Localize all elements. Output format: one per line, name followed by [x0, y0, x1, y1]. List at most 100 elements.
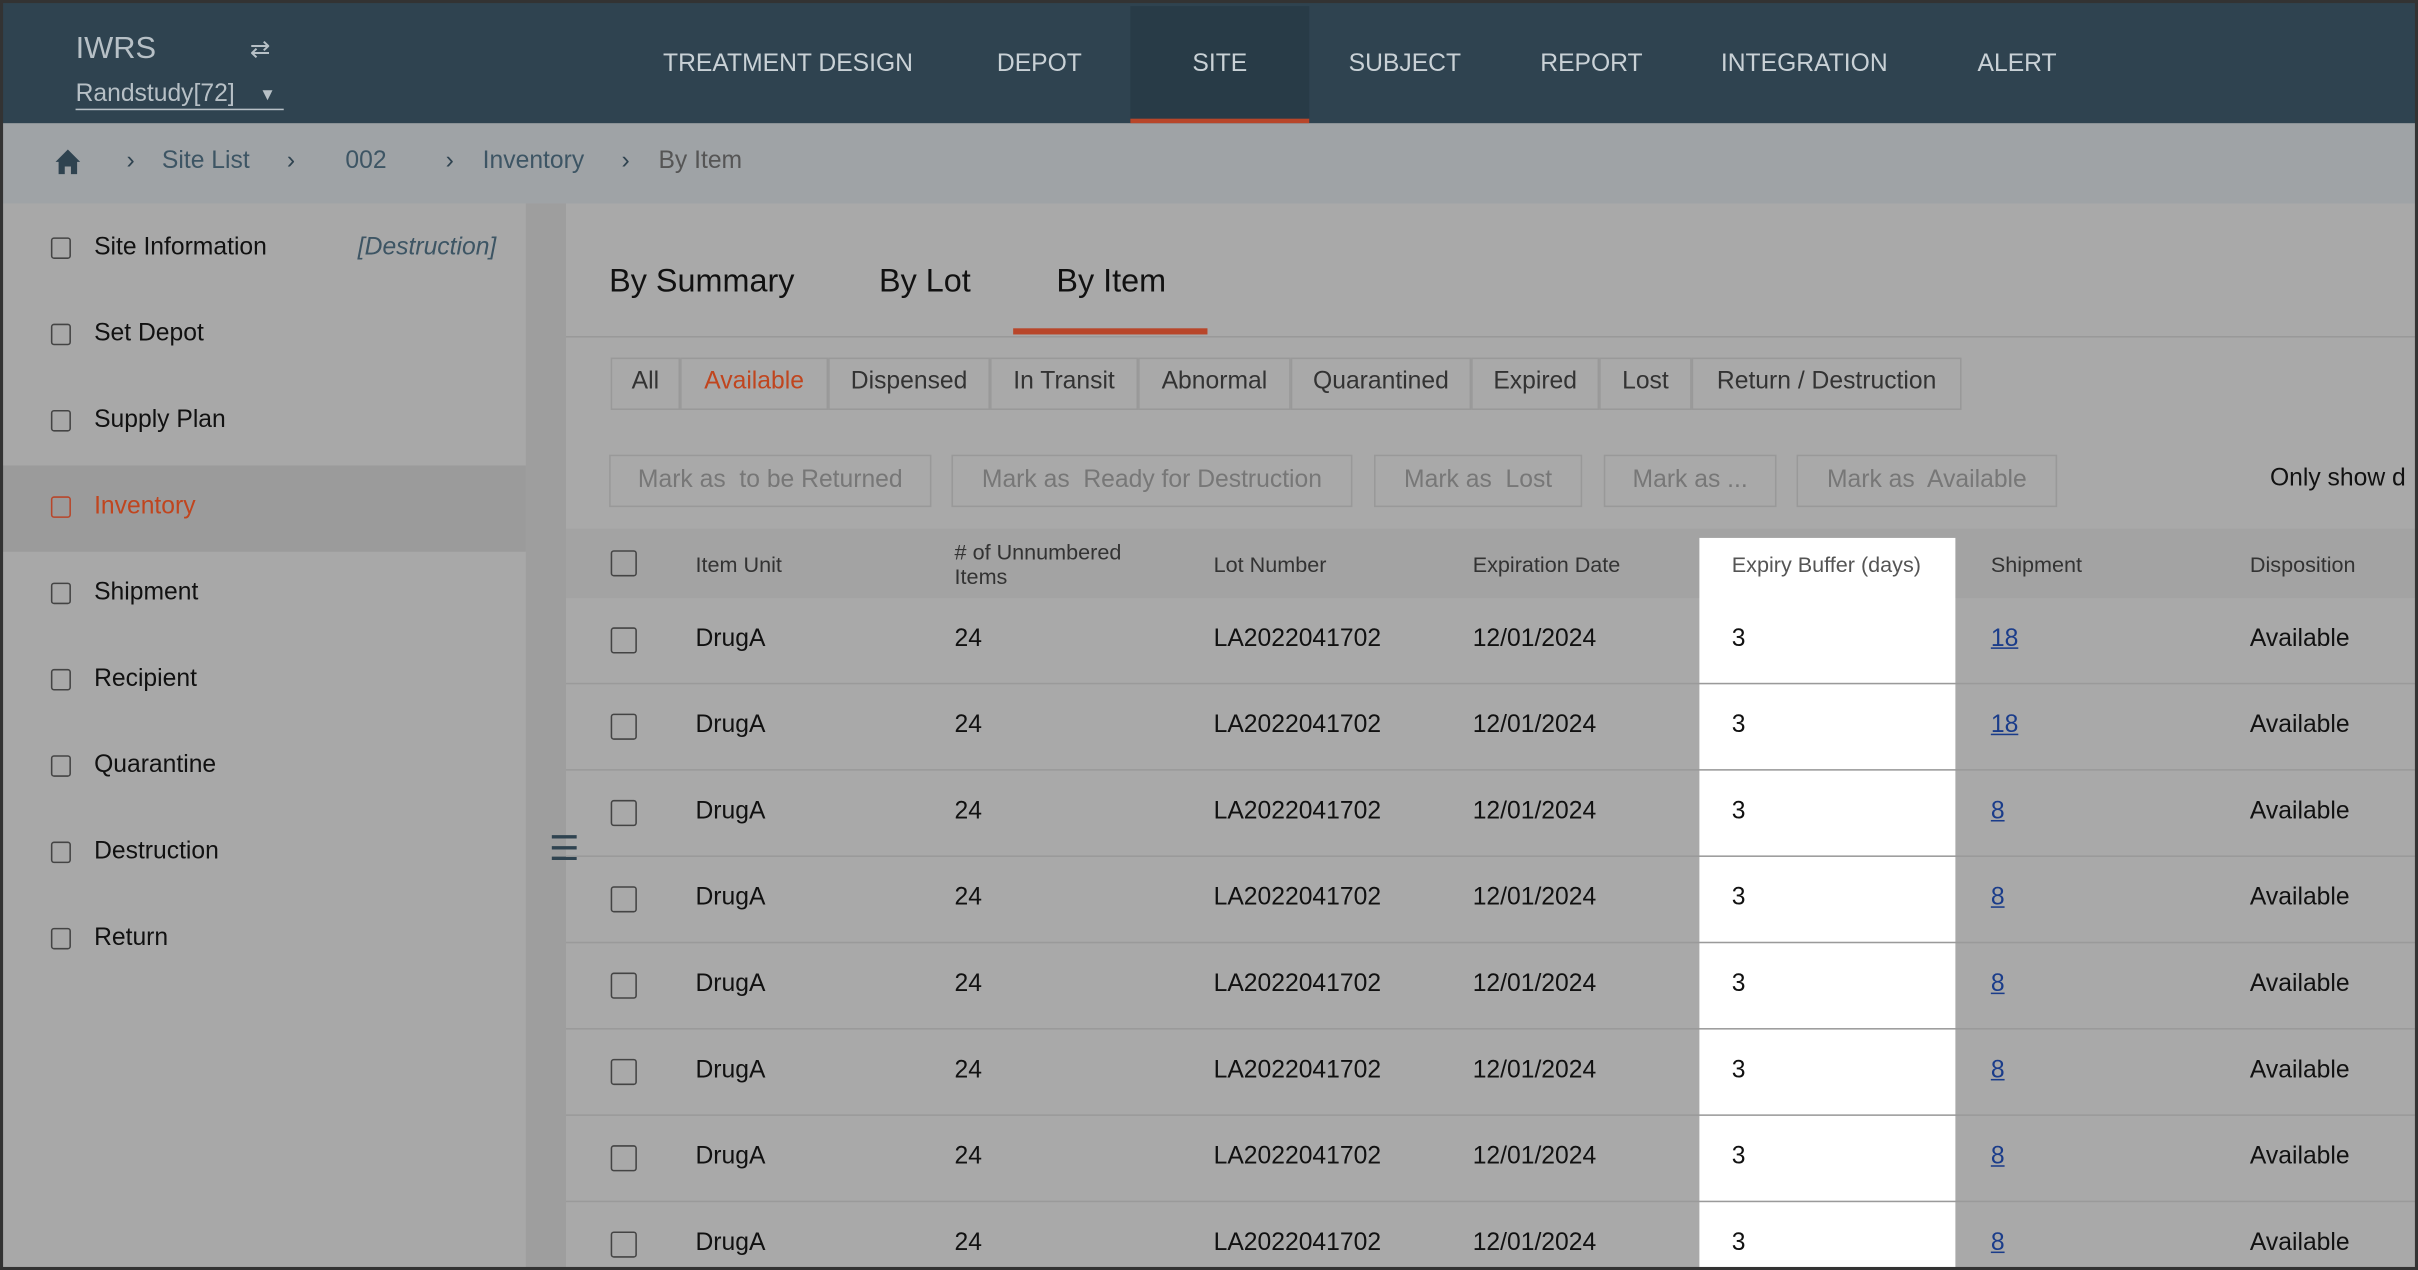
filter[interactable]: Lost: [1622, 368, 1669, 395]
cell: 24: [954, 971, 983, 998]
cell: 12/01/2024: [1472, 1229, 1597, 1257]
action-button[interactable]: [1796, 454, 2058, 508]
sidebar-item[interactable]: Shipment: [94, 579, 199, 606]
filter[interactable]: Dispensed: [850, 368, 968, 395]
cell: Available: [2249, 884, 2350, 911]
shipment-link[interactable]: 8: [1990, 884, 2005, 911]
cell: DrugA: [695, 884, 766, 911]
nav-item[interactable]: TREATMENT DESIGN: [663, 50, 913, 78]
sidebar-item[interactable]: Site Information: [94, 234, 267, 261]
cell: 3: [1731, 1057, 1746, 1084]
sidebar-item[interactable]: Return: [94, 924, 169, 951]
cell: Available: [2249, 798, 2350, 825]
collapse-icon[interactable]: ☰: [548, 829, 580, 868]
action-button[interactable]: [609, 454, 932, 508]
filter-box[interactable]: [1471, 357, 1600, 410]
cell: DrugA: [695, 1143, 766, 1170]
breadcrumb-item[interactable]: Site List: [161, 147, 250, 175]
filter[interactable]: All: [631, 368, 660, 395]
sidebar-icon: [50, 496, 71, 518]
filter-box[interactable]: [990, 357, 1139, 410]
breadcrumb-item[interactable]: Inventory: [482, 147, 585, 175]
sidebar-item[interactable]: Recipient: [94, 665, 197, 693]
cell: 24: [954, 1057, 983, 1084]
shipment-link[interactable]: 8: [1990, 971, 2005, 998]
switch-icon[interactable]: ⇄: [249, 36, 271, 64]
cell: 12/01/2024: [1472, 798, 1597, 825]
nav-item[interactable]: ALERT: [1977, 50, 2057, 78]
only-show: Only show d: [2269, 465, 2406, 492]
cell: LA2022041702: [1213, 1143, 1382, 1170]
cell: 3: [1731, 971, 1746, 998]
app-name: IWRS: [75, 31, 157, 66]
checkbox[interactable]: [610, 972, 637, 999]
tab[interactable]: By Lot: [878, 263, 971, 300]
shipment-link[interactable]: 18: [1990, 712, 2019, 739]
row-line: [565, 1200, 2418, 1203]
cell: 24: [954, 1229, 983, 1257]
cell: Available: [2249, 625, 2350, 652]
action-button[interactable]: [1374, 454, 1583, 508]
cell: 24: [954, 798, 983, 825]
action-label[interactable]: Mark as Ready for Destruction: [981, 467, 1322, 494]
shipment-link[interactable]: 18: [1990, 625, 2019, 652]
filter[interactable]: Available: [704, 368, 804, 395]
column-header: Item Unit: [695, 551, 782, 577]
sidebar-icon: [50, 582, 71, 605]
filter[interactable]: In Transit: [1013, 368, 1115, 395]
checkbox[interactable]: [610, 1058, 637, 1086]
checkbox[interactable]: [610, 1231, 637, 1258]
sidebar-item[interactable]: Set Depot: [94, 320, 204, 347]
shipment-link[interactable]: 8: [1990, 1057, 2005, 1084]
nav-item[interactable]: INTEGRATION: [1720, 50, 1888, 78]
home-icon[interactable]: [54, 148, 82, 176]
checkbox[interactable]: [610, 627, 637, 654]
filter[interactable]: Expired: [1493, 368, 1577, 395]
filter-box[interactable]: [610, 357, 681, 410]
divider: [525, 203, 566, 1270]
shipment-link[interactable]: 8: [1990, 798, 2005, 825]
study-select[interactable]: Randstudy[72]: [75, 81, 285, 111]
cell: DrugA: [695, 1057, 766, 1084]
tab[interactable]: By Item: [1056, 263, 1167, 300]
column-header: Expiry Buffer (days): [1731, 551, 1921, 577]
shipment-link[interactable]: 8: [1990, 1143, 2005, 1170]
shipment-link[interactable]: 8: [1990, 1229, 2005, 1257]
sidebar-item[interactable]: Inventory: [94, 493, 196, 520]
tab[interactable]: By Summary: [609, 263, 795, 300]
filter-box[interactable]: [828, 357, 991, 410]
action-label[interactable]: Mark as ...: [1632, 467, 1748, 494]
nav-item[interactable]: DEPOT: [996, 50, 1082, 78]
cell: Available: [2249, 1229, 2350, 1257]
filter[interactable]: Return / Destruction: [1716, 368, 1937, 395]
sidebar-item[interactable]: Quarantine: [94, 752, 217, 779]
action-button[interactable]: [951, 454, 1353, 508]
filter[interactable]: Quarantined: [1313, 368, 1449, 395]
checkbox[interactable]: [610, 886, 637, 913]
checkbox[interactable]: [610, 799, 637, 827]
sidebar-item[interactable]: Supply Plan: [94, 406, 226, 434]
checkbox[interactable]: [610, 550, 637, 577]
cell: DrugA: [695, 1229, 766, 1257]
nav-item[interactable]: SITE: [1192, 50, 1248, 78]
cell: LA2022041702: [1213, 712, 1382, 739]
cell: 3: [1731, 625, 1746, 652]
nav-item[interactable]: REPORT: [1540, 50, 1643, 78]
sidebar-item[interactable]: Destruction: [94, 838, 219, 865]
action-label[interactable]: Mark as Available: [1826, 467, 2027, 494]
filter-box[interactable]: [680, 357, 829, 410]
filter-box[interactable]: [1138, 357, 1291, 410]
filter-box[interactable]: [1599, 357, 1692, 410]
action-label[interactable]: Mark as Lost: [1404, 467, 1553, 494]
filter[interactable]: Abnormal: [1161, 368, 1268, 395]
action-button[interactable]: [1603, 454, 1777, 508]
breadcrumb-item[interactable]: 002: [345, 147, 387, 175]
action-label[interactable]: Mark as to be Returned: [637, 467, 903, 494]
checkbox[interactable]: [610, 713, 637, 740]
filter-box[interactable]: [1290, 357, 1472, 410]
nav-item[interactable]: SUBJECT: [1348, 50, 1462, 78]
filter-box[interactable]: [1691, 357, 1962, 410]
checkbox[interactable]: [610, 1145, 637, 1172]
tab-line: [565, 336, 2418, 338]
